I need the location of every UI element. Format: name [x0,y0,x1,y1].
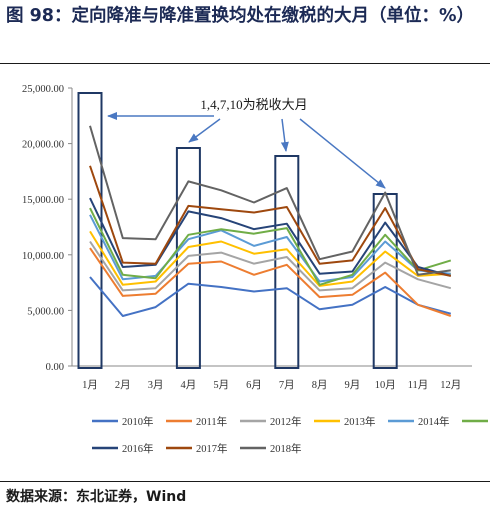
x-tick-label: 4月 [181,379,197,391]
legend-label: 2016年 [122,442,154,455]
legend-item: 2013年 [314,415,376,428]
y-tick-label: 20,000.00 [22,140,64,151]
annotation-arrow [280,118,289,152]
legend-item: 2011年 [166,415,227,428]
annotation: 1,4,7,10为税收大月 [107,97,386,189]
series-line-2017年 [89,165,451,277]
x-tick-label: 12月 [440,379,461,391]
series-lines [89,125,452,317]
x-tick-label: 10月 [375,379,396,391]
series-line-2013年 [89,230,451,287]
title-divider [0,63,490,64]
x-tick-label: 3月 [148,379,164,391]
y-tick-label: 25,000.00 [22,84,64,95]
legend-item: 2015年 [462,419,488,423]
annotation-arrow [188,118,221,143]
x-tick-label: 6月 [246,379,262,391]
y-tick-label: 10,000.00 [22,251,64,262]
data-source: 数据来源：东北证券，Wind [6,489,187,505]
legend-label: 2011年 [196,415,227,428]
legend-item: 2017年 [166,442,228,455]
figure-title: 图 98：定向降准与降准置换均处在缴税的大月（单位：%） [6,6,474,26]
legend-label: 2018年 [270,442,302,455]
line-chart: 0.00 5,000.00 10,000.00 15,000.00 20,000.00 2… [22,84,488,455]
series-line-2015年 [89,207,452,286]
x-tick-label: 11月 [408,379,429,391]
y-axis: 0.00 5,000.00 10,000.00 15,000.00 20,000.00 2… [22,84,73,373]
y-tick-label: 15,000.00 [22,195,64,206]
series-line-2016年 [89,197,452,277]
annotation-arrow [299,118,386,189]
legend-label: 2010年 [122,415,154,428]
series-line-2012年 [89,240,452,292]
annotation-text: 1,4,7,10为税收大月 [200,97,307,112]
x-tick-label: 8月 [312,379,328,391]
legend-item: 2014年 [388,415,450,428]
x-tick-label: 1月 [82,379,98,391]
y-tick-label: 5,000.00 [27,306,64,317]
series-line-2010年 [89,276,452,317]
legend-label: 2014年 [418,415,450,428]
series-line-2014年 [89,214,451,283]
legend-item: 2010年 [92,415,154,428]
legend-label: 2017年 [196,442,228,455]
legend-label: 2012年 [270,415,302,428]
legend-item: 2018年 [240,442,302,455]
series-line-2018年 [89,125,451,276]
x-tick-label: 7月 [279,379,295,391]
series-line-2011年 [89,247,452,317]
legend-item: 2016年 [92,442,154,455]
source-divider [0,481,490,482]
legend-label: 2013年 [344,415,376,428]
x-tick-label: 2月 [115,379,131,391]
y-tick-label: 0.00 [46,362,64,373]
legend-item: 2012年 [240,415,302,428]
legend: 2010年 2011年 2012年 2013年 2014年 2015年 2016年 2017年… [92,415,488,455]
x-tick-label: 9月 [345,379,361,391]
x-tick-label: 5月 [213,379,229,391]
x-axis: 1月 2月 3月 4月 5月 6月 7月 8月 9月 10月 11月 12月 [72,365,472,391]
